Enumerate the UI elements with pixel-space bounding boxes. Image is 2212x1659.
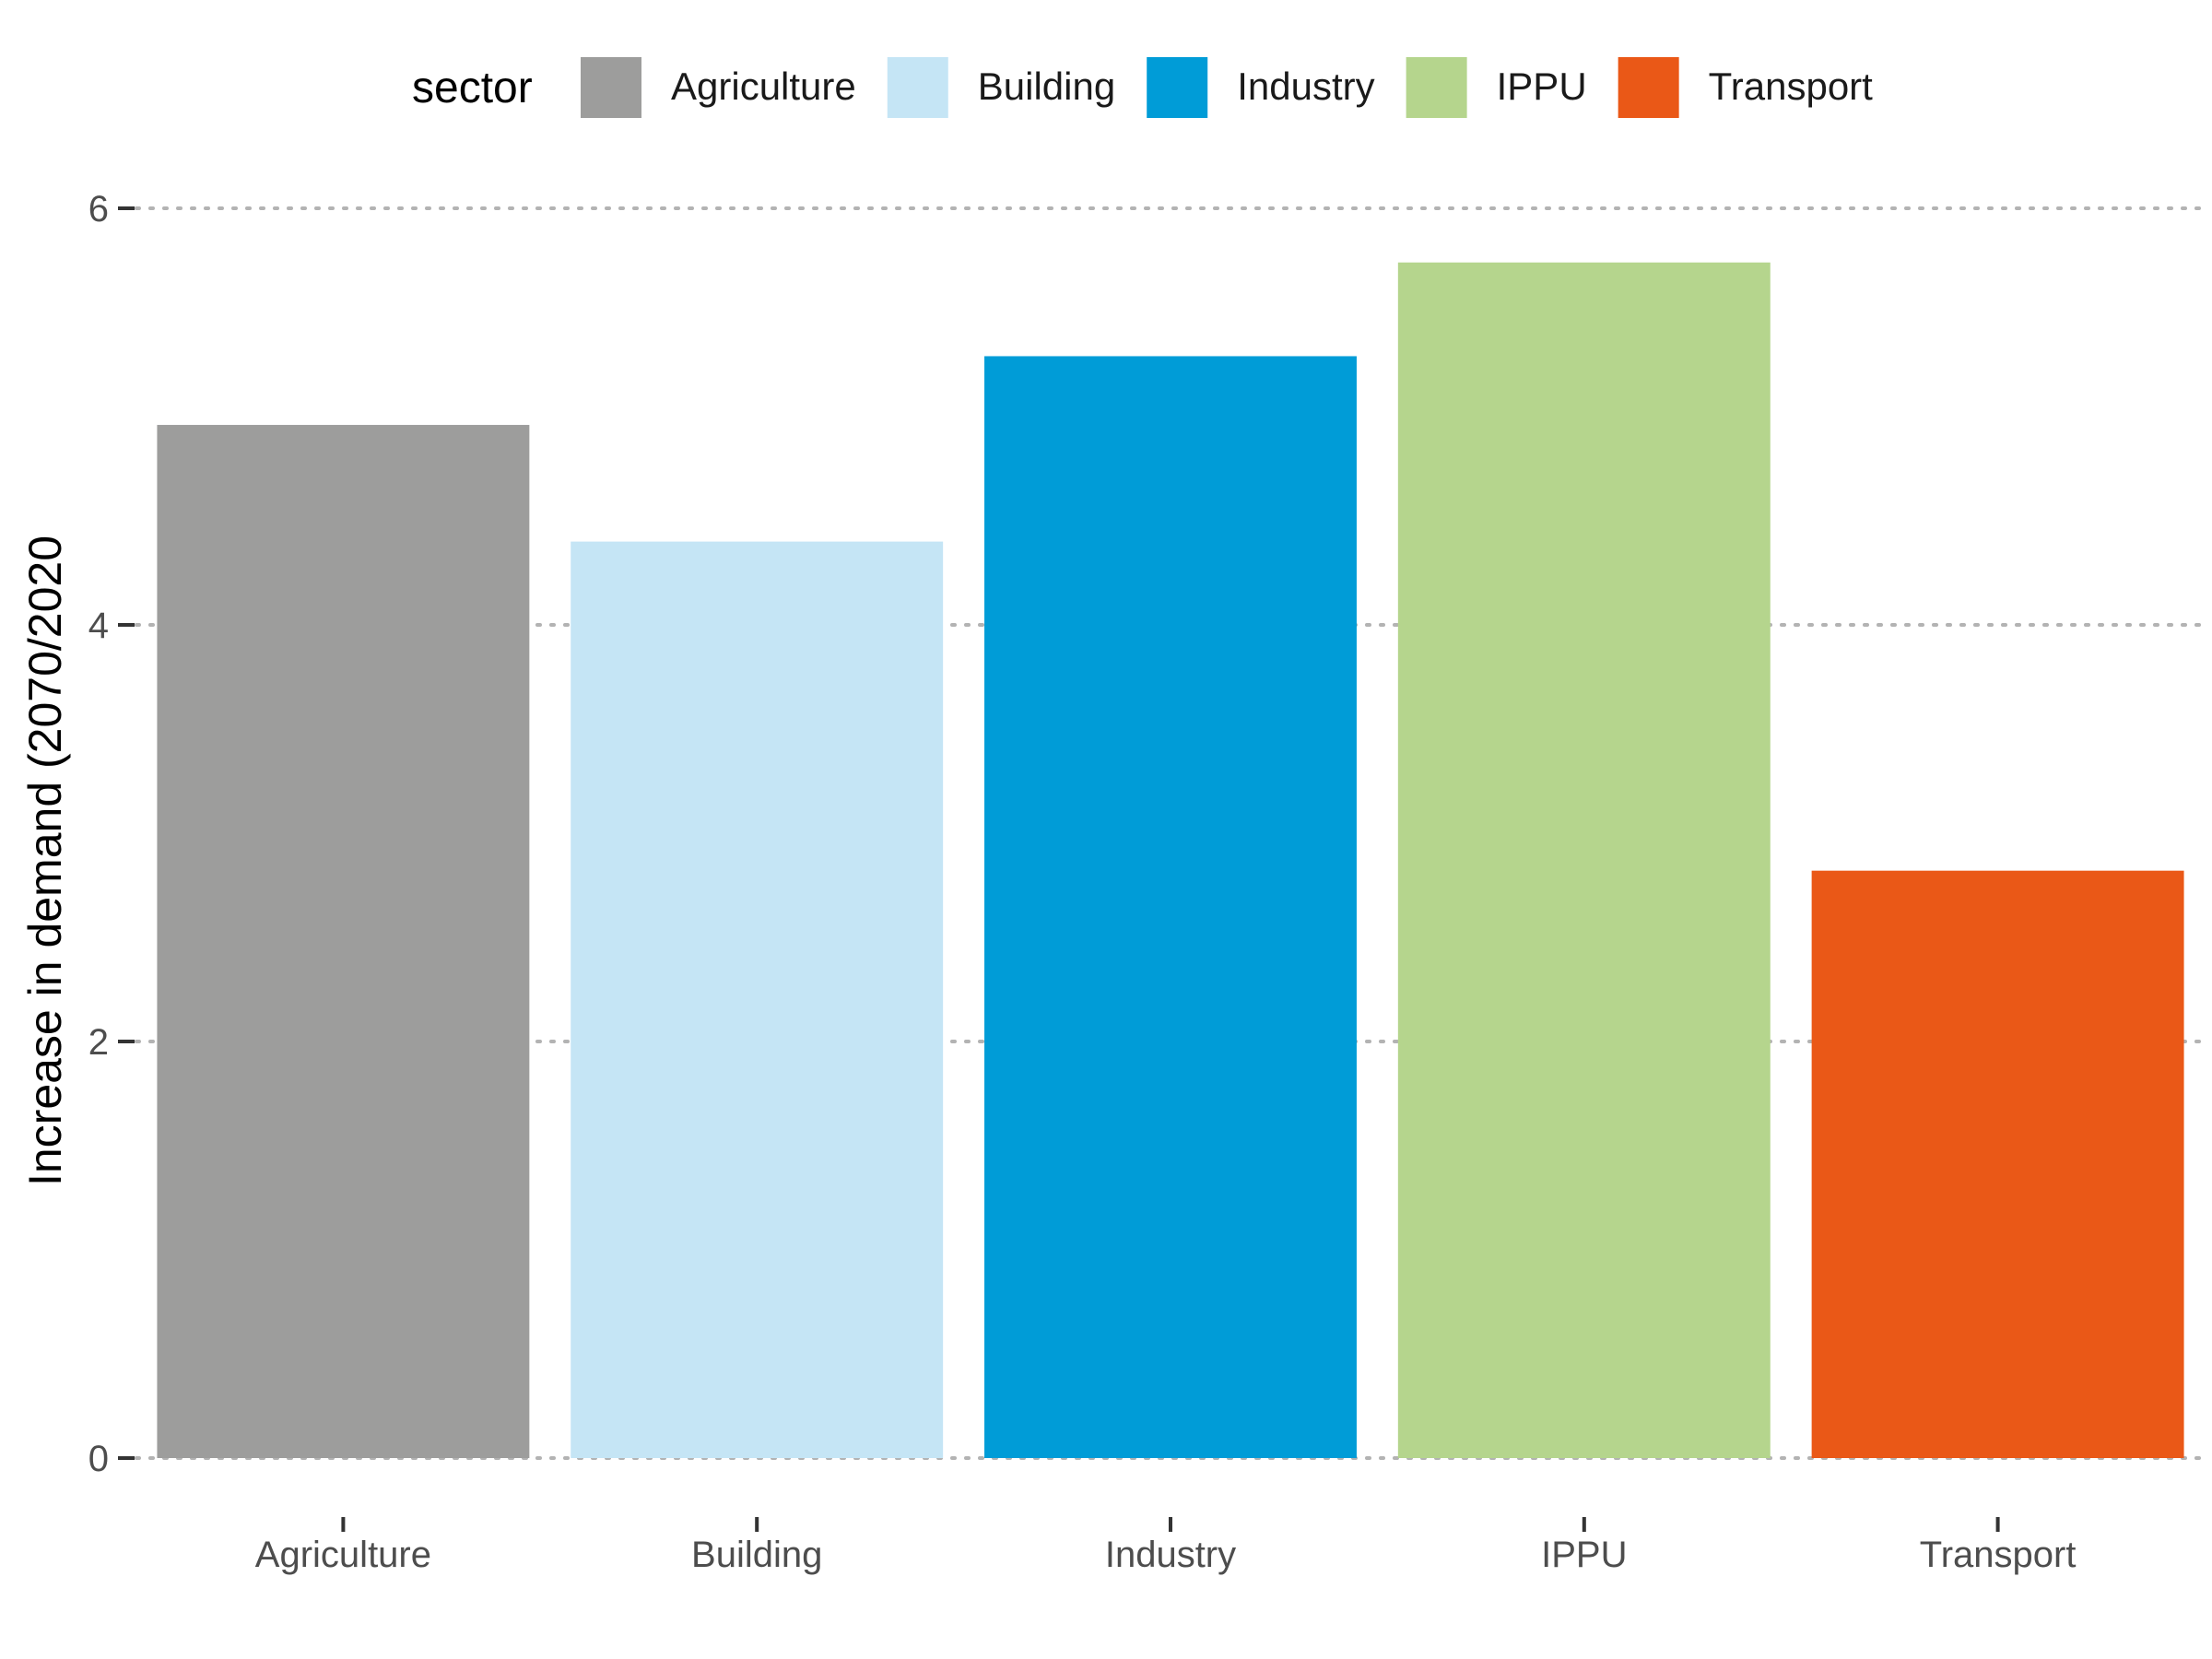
y-tick-label-2: 2	[88, 1022, 109, 1063]
bar-agriculture	[157, 425, 530, 1458]
legend-key-industry	[1147, 57, 1208, 118]
legend-label-ippu: IPPU	[1497, 65, 1587, 108]
x-tick-label-ippu: IPPU	[1541, 1535, 1627, 1575]
x-tick-label-building: Building	[691, 1535, 822, 1575]
legend-title: sector	[412, 64, 533, 112]
legend-key-building	[887, 57, 948, 118]
x-tick-label-agriculture: Agriculture	[255, 1535, 431, 1575]
bar-ippu	[1397, 262, 1771, 1458]
legend-label-industry: Industry	[1237, 65, 1374, 108]
x-axis: Agriculture Building Industry IPPU Transport	[255, 1517, 2077, 1575]
legend-key-ippu	[1406, 57, 1467, 118]
y-tick-label-0: 0	[88, 1439, 109, 1479]
legend-label-building: Building	[978, 65, 1115, 108]
bar-building	[571, 541, 944, 1458]
legend: sector Agriculture Building Industry IPPU Tr…	[412, 57, 1873, 118]
legend-label-transport: Transport	[1709, 65, 1874, 108]
y-axis-title: Increase in demand (2070/2020	[19, 535, 71, 1186]
y-tick-label-6: 6	[88, 189, 109, 229]
y-tick-label-4: 4	[88, 606, 109, 646]
bars	[157, 262, 2184, 1459]
legend-label-agriculture: Agriculture	[671, 65, 856, 108]
x-tick-label-industry: Industry	[1105, 1535, 1236, 1575]
legend-key-agriculture	[581, 57, 641, 118]
bar-transport	[1811, 870, 2184, 1458]
x-tick-label-transport: Transport	[1920, 1535, 2077, 1575]
bar-industry	[984, 356, 1357, 1459]
legend-key-transport	[1618, 57, 1679, 118]
y-axis: 0 2 4 6	[88, 189, 135, 1479]
